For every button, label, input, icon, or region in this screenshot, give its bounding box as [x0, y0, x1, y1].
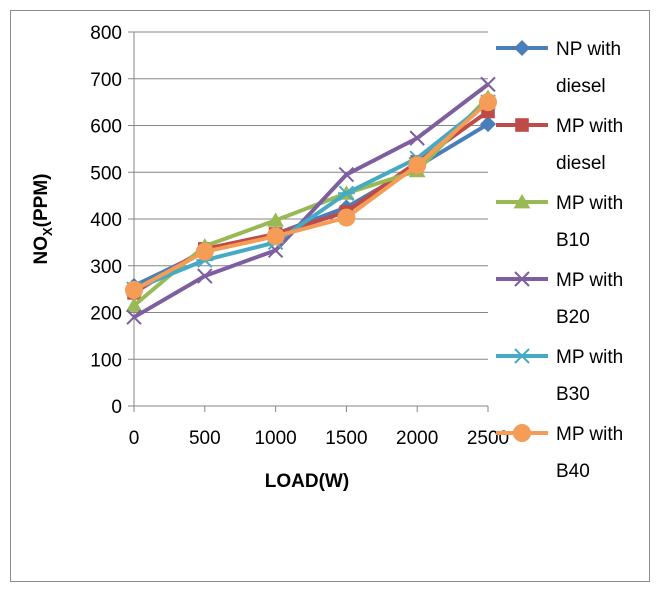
- diamond-marker: [514, 40, 530, 56]
- legend-label: MP with B10: [556, 193, 623, 251]
- legend-label: MP with B40: [556, 424, 623, 482]
- circle-marker: [479, 93, 497, 111]
- x-tick-label: 500: [189, 428, 221, 449]
- legend-item: MP with diesel: [496, 116, 623, 174]
- y-tick-label: 400: [90, 210, 122, 231]
- x-marker: [481, 77, 495, 91]
- series-3: [126, 89, 497, 311]
- y-tick-label: 500: [90, 163, 122, 184]
- y-tick-label: 300: [90, 257, 122, 278]
- y-tick-label: 100: [90, 350, 122, 371]
- circle-marker: [408, 156, 426, 174]
- x-tick-label: 1000: [254, 428, 296, 449]
- y-tick-label: 200: [90, 304, 122, 325]
- series-line: [134, 84, 488, 317]
- x-marker: [410, 131, 424, 145]
- x-tick-label: 2000: [396, 428, 438, 449]
- legend-label: MP with B20: [556, 270, 623, 328]
- x-tick-label: 1500: [325, 428, 367, 449]
- x-tick-labels: 0 500 1000 1500 2000 2500: [129, 428, 509, 449]
- series-4: [127, 77, 495, 324]
- legend-item: MP with B20: [496, 270, 623, 328]
- series-group: [125, 77, 497, 324]
- circle-marker: [337, 209, 355, 227]
- legend-item: MP with B30: [496, 347, 623, 405]
- y-tick-label: 700: [90, 70, 122, 91]
- legend-item: MP with B10: [496, 193, 623, 251]
- legend-item: NP with diesel: [496, 39, 621, 97]
- x-tick-label: 0: [129, 428, 140, 449]
- x-axis-title: LOAD(W): [265, 471, 349, 492]
- y-tick-label: 800: [90, 23, 122, 44]
- series-line: [134, 97, 488, 305]
- circle-marker: [267, 227, 285, 245]
- legend-label: MP with diesel: [556, 116, 623, 174]
- legend-item: MP with B40: [496, 424, 623, 482]
- circle-marker: [513, 424, 531, 442]
- circle-marker: [196, 243, 214, 261]
- x-marker: [339, 168, 353, 182]
- y-tick-label: 600: [90, 117, 122, 138]
- y-axis-title: NOX(PPM): [31, 174, 55, 265]
- star-marker: [514, 349, 531, 363]
- legend: NP with diesel MP with diesel MP with B10 MP w…: [496, 39, 623, 482]
- circle-marker: [125, 281, 143, 299]
- y-tick-labels: 0 100 200 300 400 500 600 700 800: [90, 23, 122, 418]
- y-tick-label: 0: [111, 397, 122, 418]
- legend-label: MP with B30: [556, 347, 623, 405]
- legend-label: NP with diesel: [556, 39, 621, 97]
- series-line: [134, 102, 488, 290]
- square-marker: [515, 118, 529, 132]
